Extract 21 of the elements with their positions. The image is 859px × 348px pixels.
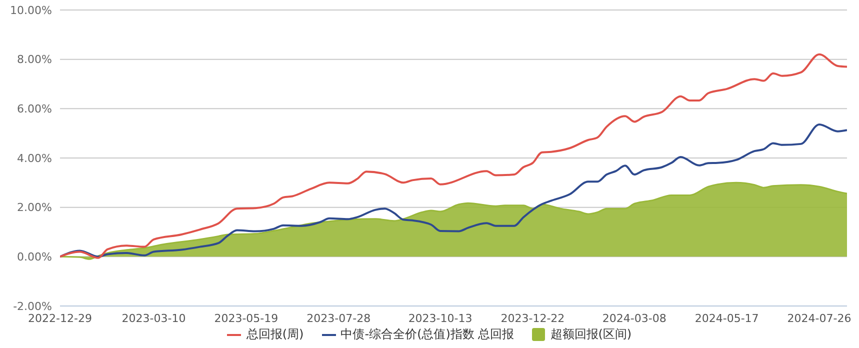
y-tick-label: 2.00% [17,201,52,214]
x-tick-label: 2023-03-10 [122,312,186,325]
x-tick-label: 2024-07-26 [787,312,852,325]
x-tick-label: 2024-05-17 [694,312,759,325]
x-tick-label: 2024-03-08 [602,312,666,325]
line-series [60,53,847,259]
line-series [60,123,847,258]
y-tick-label: 4.00% [17,152,52,165]
x-tick-label: 2022-12-29 [28,312,92,325]
y-tick-label: 6.00% [17,102,52,116]
legend-label: 总回报(周) [246,326,304,343]
legend-label: 中债-综合全价(总值)指数 总回报 [340,326,514,343]
y-tick-label: -2.00% [13,300,52,313]
x-tick-label: 2023-05-19 [214,312,278,325]
y-tick-label: 8.00% [17,53,52,66]
legend-label: 超额回报(区间) [550,326,632,343]
y-tick-label: 0.00% [17,250,52,264]
y-tick-label: 10.00% [10,4,52,17]
x-tick-label: 2023-07-28 [306,312,371,325]
x-tick-label: 2023-10-13 [408,312,472,325]
x-tick-label: 2023-12-22 [500,312,565,325]
